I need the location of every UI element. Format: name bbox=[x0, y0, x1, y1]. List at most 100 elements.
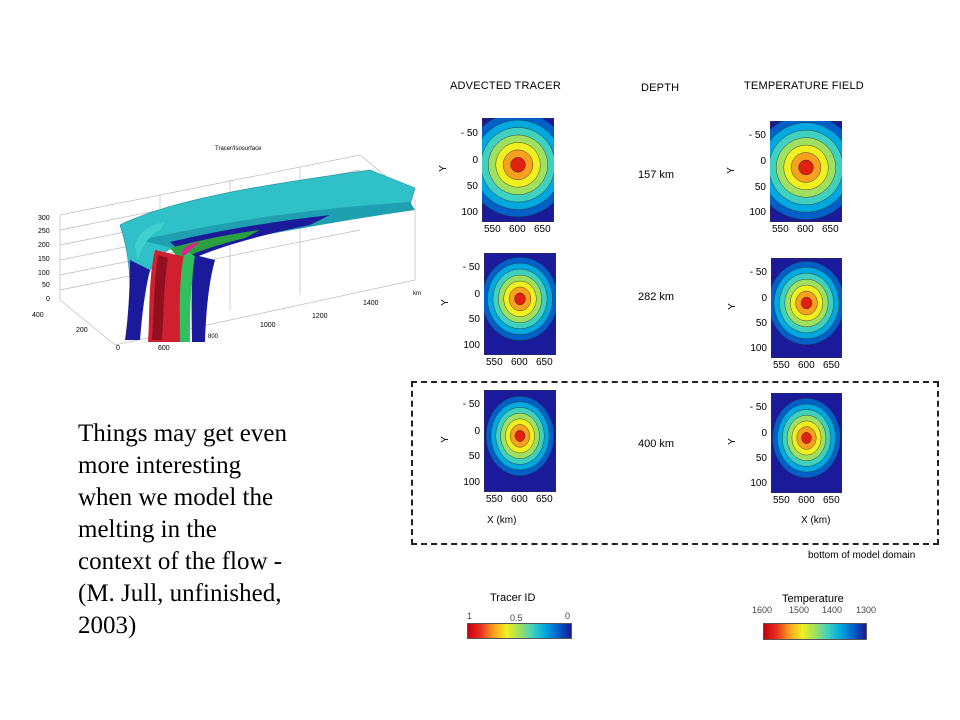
y-tick-label: 50 bbox=[468, 451, 480, 463]
x-tick-label: 550 bbox=[486, 494, 503, 505]
depth-label-157: 157 km bbox=[638, 169, 675, 181]
y-tick-label: 100 bbox=[463, 339, 480, 351]
caption-line: context of the flow - bbox=[78, 548, 283, 575]
caption-line: when we model the bbox=[78, 484, 274, 511]
header-advected-tracer: ADVECTED TRACER bbox=[450, 80, 561, 92]
isosurface-3d-plot: 300 250 200 150 100 50 0 400 200 0 600 8… bbox=[32, 146, 421, 352]
bottom-of-model-domain-label: bottom of model domain bbox=[808, 550, 916, 561]
x-tick-label: 600 bbox=[797, 224, 814, 235]
caption-line: more interesting bbox=[78, 452, 242, 479]
x-tick-label: 600 bbox=[511, 357, 528, 368]
y-axis-label: Y bbox=[725, 166, 737, 174]
caption-line: 2003) bbox=[78, 612, 137, 639]
contour-ring bbox=[510, 157, 526, 173]
y-tick-label: 0 bbox=[760, 156, 766, 168]
temperature-tick: 1300 bbox=[856, 605, 877, 615]
y-tick-label: 0 bbox=[472, 154, 478, 166]
y-axis-label: Y bbox=[726, 303, 738, 310]
y-tick-label: 100 bbox=[750, 343, 767, 354]
caption-line: Things may get even bbox=[78, 420, 287, 447]
y-axis-label: Y bbox=[439, 436, 451, 443]
y-tick-label: 0 bbox=[761, 293, 767, 304]
y-tick-label: - 50 bbox=[749, 267, 767, 278]
y-tick: 200 bbox=[76, 327, 88, 334]
x-tick-label: 650 bbox=[823, 495, 840, 506]
tracer-colorbar bbox=[467, 623, 572, 639]
y-tick-label: - 50 bbox=[462, 399, 480, 411]
y-axis-label: Y bbox=[726, 438, 738, 445]
contour-panel bbox=[771, 258, 842, 358]
x-tick-label: 600 bbox=[509, 224, 526, 235]
contour-panel bbox=[484, 253, 556, 355]
x-tick-label: 550 bbox=[772, 224, 789, 235]
y-tick-label: 100 bbox=[749, 206, 766, 218]
header-depth: DEPTH bbox=[641, 82, 680, 94]
y-tick-label: - 50 bbox=[460, 127, 478, 139]
x-tick: 800 bbox=[208, 334, 219, 340]
y-tick-label: 50 bbox=[468, 314, 480, 326]
x-tick-label: 600 bbox=[798, 495, 815, 506]
x-tick-label: 550 bbox=[773, 360, 790, 371]
x-tick-label: 650 bbox=[536, 357, 553, 368]
temperature-tick: 1600 bbox=[752, 605, 773, 615]
y-tick: 0 bbox=[116, 345, 120, 352]
header-temperature-field: TEMPERATURE FIELD bbox=[744, 80, 864, 92]
x-tick-label: 600 bbox=[798, 360, 815, 371]
y-tick-label: 50 bbox=[754, 181, 766, 193]
y-tick-label: 0 bbox=[474, 425, 480, 437]
x-tick: 600 bbox=[158, 345, 170, 352]
y-tick-label: 100 bbox=[750, 478, 767, 489]
x-tick: km bbox=[413, 291, 421, 297]
contour-panel bbox=[484, 390, 556, 492]
x-tick-label: 650 bbox=[534, 224, 551, 235]
y-tick-label: 50 bbox=[755, 318, 767, 329]
x-tick-label: 550 bbox=[484, 224, 501, 235]
y-tick: 400 bbox=[32, 312, 44, 319]
contour-ring bbox=[798, 159, 814, 176]
contour-ring bbox=[514, 430, 526, 442]
contour-panel bbox=[770, 121, 842, 222]
x-tick-label: 650 bbox=[536, 494, 553, 505]
tracer-tick: 0 bbox=[565, 611, 571, 621]
caption-line: melting in the bbox=[78, 516, 217, 543]
y-tick-label: 50 bbox=[755, 453, 767, 464]
y-tick-label: - 50 bbox=[462, 262, 480, 274]
y-tick-label: 100 bbox=[463, 476, 480, 488]
temperature-colorbar-title: Temperature bbox=[782, 593, 844, 605]
y-tick-label: 50 bbox=[466, 180, 478, 192]
depth-label-400: 400 km bbox=[638, 438, 675, 450]
tracer-tick: 1 bbox=[467, 611, 473, 621]
x-axis-label-right: X (km) bbox=[801, 515, 831, 526]
x-tick: 1000 bbox=[260, 322, 276, 329]
bottom-domain-box bbox=[411, 381, 939, 545]
z-tick: 100 bbox=[38, 270, 50, 277]
contour-panel bbox=[771, 393, 842, 493]
x-tick-label: 650 bbox=[822, 224, 839, 235]
x-tick: 1200 bbox=[312, 313, 328, 320]
y-tick-label: 0 bbox=[474, 288, 480, 300]
depth-label-282: 282 km bbox=[638, 291, 675, 303]
contour-ring bbox=[514, 292, 526, 306]
tracer-tick: 0.5 bbox=[510, 613, 523, 623]
z-tick: 200 bbox=[38, 242, 50, 249]
temperature-tick: 1400 bbox=[822, 605, 843, 615]
caption-text: Things may get even more interesting whe… bbox=[78, 418, 368, 642]
caption-line: (M. Jull, unfinished, bbox=[78, 580, 282, 607]
contour-ring bbox=[800, 296, 813, 310]
x-tick-label: 600 bbox=[511, 494, 528, 505]
tracer-colorbar-title: Tracer ID bbox=[490, 592, 536, 604]
x-tick-label: 650 bbox=[823, 360, 840, 371]
x-tick-label: 550 bbox=[773, 495, 790, 506]
y-tick-label: 100 bbox=[461, 206, 478, 218]
z-tick: 300 bbox=[38, 215, 50, 222]
y-tick-label: - 50 bbox=[749, 402, 767, 413]
z-tick: 250 bbox=[38, 228, 50, 235]
z-tick: 0 bbox=[46, 296, 50, 303]
temperature-colorbar bbox=[763, 623, 867, 640]
y-tick-label: 0 bbox=[761, 428, 767, 439]
y-axis-label: Y bbox=[437, 165, 449, 172]
y-axis-label: Y bbox=[439, 299, 451, 306]
x-tick-label: 550 bbox=[486, 357, 503, 368]
z-tick: 50 bbox=[42, 282, 50, 289]
x-axis-label-left: X (km) bbox=[487, 515, 517, 526]
